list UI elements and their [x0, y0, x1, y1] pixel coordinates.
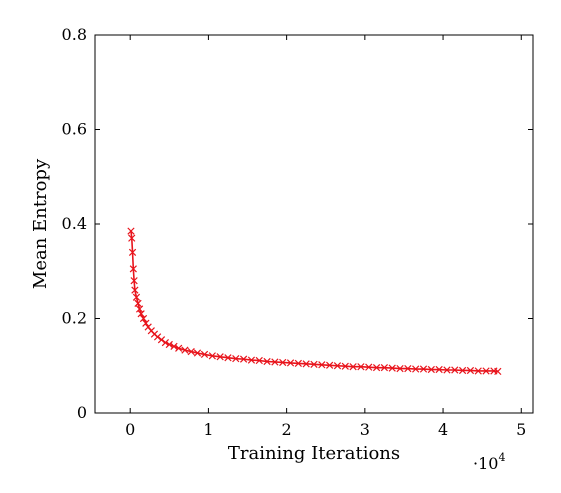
data-point-marker: [388, 364, 396, 372]
y-tick-label: 0.8: [62, 25, 87, 44]
data-point-marker: [139, 314, 148, 323]
x-multiplier-exponent: 4: [498, 451, 505, 464]
x-tick-label: 1: [203, 420, 213, 439]
data-point-marker: [271, 358, 279, 366]
data-series: [127, 227, 502, 376]
x-tick-label: 0: [125, 420, 135, 439]
data-point-marker: [310, 360, 318, 368]
data-point-marker: [365, 363, 373, 371]
data-point-marker: [187, 347, 195, 356]
data-point-marker: [412, 365, 420, 373]
data-point-marker: [161, 338, 170, 347]
data-point-marker: [318, 361, 326, 369]
data-point-marker: [128, 234, 136, 242]
data-point-marker: [435, 365, 443, 374]
data-point-marker: [130, 277, 138, 285]
data-point-marker: [380, 364, 389, 372]
data-point-marker: [224, 354, 232, 362]
svg-text:·104: ·104: [473, 451, 505, 473]
data-point-marker: [263, 357, 271, 366]
data-point-marker: [157, 336, 166, 344]
data-point-marker: [302, 360, 310, 368]
data-point-marker: [372, 364, 381, 372]
x-axis-multiplier: ·104: [473, 451, 505, 473]
data-point-marker: [294, 359, 302, 368]
data-point-marker: [286, 359, 295, 367]
data-point-marker: [137, 310, 145, 318]
data-point-marker: [396, 364, 404, 373]
data-point-marker: [466, 366, 475, 375]
data-point-marker: [404, 364, 412, 373]
data-point-marker: [239, 355, 248, 363]
plot-frame: [94, 34, 534, 414]
x-multiplier-base: 10: [478, 454, 498, 473]
y-tick-label: 0.2: [62, 309, 87, 328]
data-point-marker: [129, 265, 137, 273]
data-point-marker: [333, 362, 342, 370]
data-point-marker: [247, 356, 256, 364]
data-point-marker: [175, 344, 183, 352]
data-point-marker: [255, 356, 263, 365]
data-point-marker: [458, 366, 467, 375]
x-tick-label: 3: [360, 420, 370, 439]
y-axis-ticks: 0 0.2 0.4 0.6 0.8: [62, 25, 533, 422]
data-point-marker: [341, 362, 349, 370]
data-point-marker: [131, 286, 139, 294]
x-tick-label: 2: [282, 420, 292, 439]
y-axis-label: Mean Entropy: [30, 158, 51, 289]
x-axis-label: Training Iterations: [228, 443, 400, 464]
data-point-marker: [128, 248, 137, 256]
data-point-marker: [326, 361, 334, 369]
x-tick-label: 5: [516, 420, 526, 439]
plot-border: [94, 34, 534, 414]
y-tick-label: 0.4: [62, 214, 87, 233]
x-tick-label: 4: [438, 420, 448, 439]
data-point-marker: [232, 355, 240, 363]
data-point-marker: [474, 367, 482, 375]
data-point-marker: [279, 358, 287, 367]
data-point-marker: [451, 366, 459, 374]
data-point-marker: [142, 319, 150, 327]
data-point-marker: [193, 349, 202, 357]
x-multiplier-prefix: ·: [473, 454, 478, 473]
y-tick-label: 0.6: [62, 120, 87, 139]
data-point-marker: [181, 346, 189, 354]
data-point-marker: [153, 333, 162, 341]
data-point-marker: [216, 353, 224, 361]
data-point-marker: [419, 365, 428, 373]
data-point-marker: [165, 340, 173, 349]
data-point-marker: [200, 350, 209, 359]
data-point-marker: [357, 363, 365, 371]
data-point-marker: [482, 367, 490, 375]
data-point-marker: [134, 299, 142, 308]
data-point-marker: [132, 293, 141, 301]
data-point-marker: [135, 305, 144, 313]
data-point-marker: [494, 367, 502, 376]
data-point-marker: [427, 365, 435, 374]
data-point-marker: [349, 363, 357, 371]
y-tick-label: 0: [77, 403, 87, 422]
x-axis-ticks: 0 1 2 3 4 5: [125, 35, 526, 439]
data-point-marker: [443, 366, 451, 374]
data-point-marker: [170, 342, 178, 351]
data-point-marker: [208, 352, 216, 360]
data-point-marker: [127, 227, 135, 235]
